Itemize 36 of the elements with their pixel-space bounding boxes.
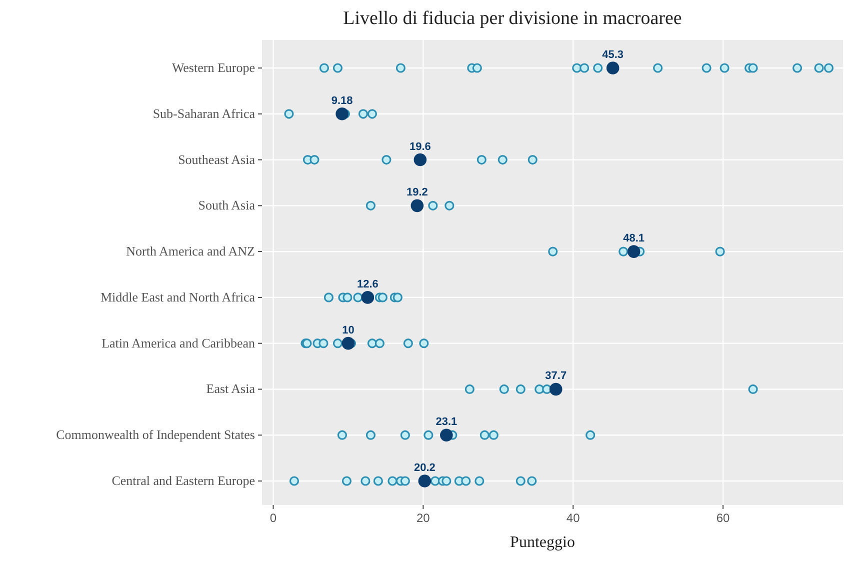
point	[410, 199, 424, 212]
x-tick-label: 40	[566, 511, 580, 525]
x-axis-title: Punteggio	[510, 534, 575, 551]
y-tick-label: Western Europe	[172, 60, 256, 75]
x-tick-label: 20	[416, 511, 430, 525]
point	[549, 382, 562, 396]
x-tick-label: 0	[270, 511, 277, 525]
y-tick-label: Commonwealth of Independent States	[56, 427, 255, 442]
point	[414, 153, 427, 166]
point	[336, 107, 348, 120]
data-label: 19.6	[409, 140, 431, 153]
data-label: 23.1	[436, 416, 458, 428]
y-tick-label: Middle East and North Africa	[100, 289, 256, 304]
data-label: 20.2	[414, 462, 436, 474]
data-label: 12.6	[356, 278, 378, 290]
data-label: 48.1	[623, 232, 645, 245]
point	[606, 62, 620, 74]
y-tick-label: Southeast Asia	[178, 152, 256, 167]
y-tick-label: North America and ANZ	[126, 244, 256, 259]
data-label: 9.18	[331, 94, 353, 107]
data-label: 37.7	[545, 370, 567, 382]
point	[418, 474, 432, 488]
point	[627, 245, 640, 258]
point	[361, 291, 374, 304]
data-label: 10	[342, 324, 354, 336]
y-tick-label: East Asia	[206, 381, 256, 396]
y-tick-label: Latin America and Caribbean	[102, 335, 256, 350]
y-tick-label: Sub-Saharan Africa	[152, 106, 256, 121]
data-label: 45.3	[602, 49, 624, 61]
point	[342, 336, 355, 350]
y-tick-label: Central and Eastern Europe	[112, 473, 256, 488]
x-tick-label: 60	[716, 511, 730, 525]
y-tick-label: South Asia	[198, 198, 256, 213]
chart-title: Livello di fiducia per divisione in macroaree	[343, 8, 682, 29]
data-label: 19.2	[406, 186, 428, 199]
point	[440, 428, 453, 442]
